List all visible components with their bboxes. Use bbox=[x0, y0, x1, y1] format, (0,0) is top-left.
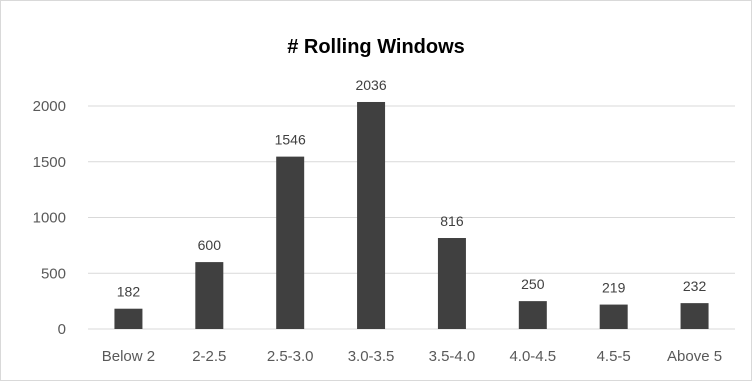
y-axis-ticks: 0 500 1000 1500 2000 bbox=[33, 98, 66, 338]
data-label: 182 bbox=[117, 284, 141, 300]
y-tick-label: 1500 bbox=[33, 154, 66, 171]
bar bbox=[357, 101, 386, 330]
bar bbox=[518, 301, 547, 329]
data-label: 1546 bbox=[275, 132, 306, 148]
bar bbox=[680, 303, 709, 329]
y-tick-label: 0 bbox=[58, 321, 66, 338]
data-label: 250 bbox=[521, 276, 545, 292]
x-tick-label: 4.5-5 bbox=[597, 348, 631, 365]
data-label: 219 bbox=[602, 280, 626, 296]
x-tick-label: Above 5 bbox=[667, 348, 722, 365]
data-label: 600 bbox=[198, 237, 222, 253]
gridlines bbox=[88, 105, 735, 330]
bar bbox=[599, 304, 628, 329]
x-tick-label: 4.0-4.5 bbox=[509, 348, 556, 365]
y-tick-label: 1000 bbox=[33, 210, 66, 227]
x-axis-ticks: Below 2 2-2.5 2.5-3.0 3.0-3.5 3.5-4.0 4.0-4.5… bbox=[102, 348, 722, 365]
data-label: 2036 bbox=[355, 77, 386, 93]
y-tick-label: 500 bbox=[41, 265, 66, 282]
bars bbox=[114, 101, 709, 330]
chart-title: # Rolling Windows bbox=[287, 36, 465, 58]
x-tick-label: 2-2.5 bbox=[192, 348, 226, 365]
x-tick-label: 3.0-3.5 bbox=[348, 348, 395, 365]
x-tick-label: 3.5-4.0 bbox=[429, 348, 476, 365]
data-label: 816 bbox=[440, 213, 464, 229]
data-labels: 182 600 1546 2036 816 250 219 232 bbox=[117, 77, 707, 300]
bar bbox=[195, 262, 224, 329]
x-tick-label: 2.5-3.0 bbox=[267, 348, 314, 365]
data-label: 232 bbox=[683, 278, 707, 294]
y-tick-label: 2000 bbox=[33, 98, 66, 115]
bar bbox=[437, 238, 466, 329]
bar bbox=[114, 308, 143, 329]
x-tick-label: Below 2 bbox=[102, 348, 155, 365]
bar bbox=[276, 156, 305, 329]
